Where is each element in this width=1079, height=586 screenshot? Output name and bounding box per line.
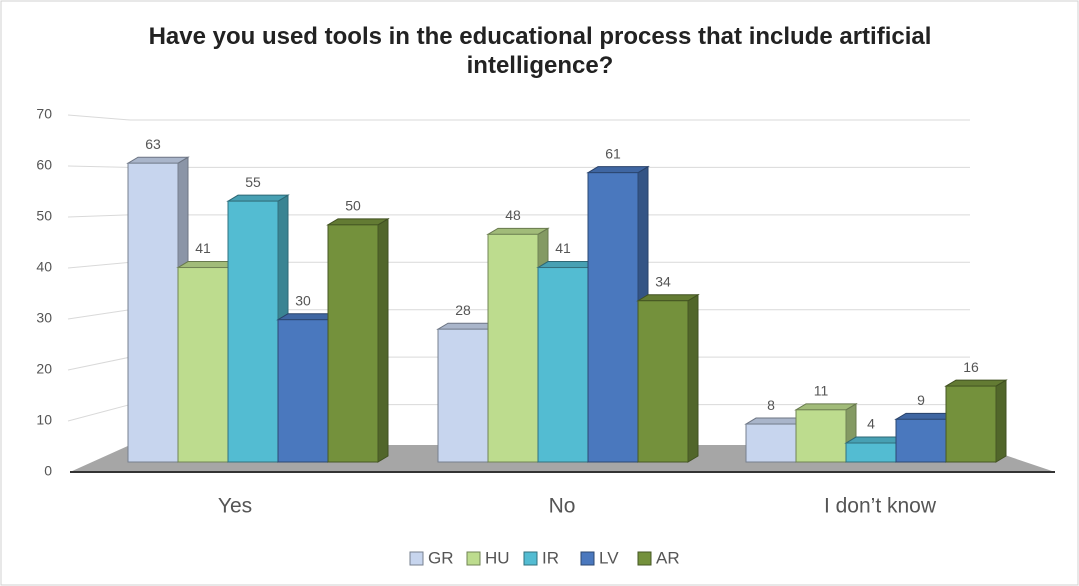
data-label: 4	[867, 416, 875, 432]
y-tick-label: 50	[36, 208, 52, 224]
legend-label: HU	[485, 548, 510, 567]
data-label: 11	[814, 383, 829, 399]
y-tick-label: 10	[36, 412, 52, 428]
grid-line	[67, 165, 131, 168]
bar	[895, 418, 947, 463]
data-label: 48	[505, 207, 521, 223]
legend-swatch	[580, 551, 595, 566]
bar	[945, 385, 997, 463]
x-tick-label: Yes	[218, 495, 252, 518]
grid-line	[67, 261, 131, 269]
bar-top	[126, 156, 190, 164]
y-tick-label: 70	[36, 106, 52, 122]
bar	[487, 233, 539, 463]
bar-side	[995, 379, 1007, 463]
bar	[437, 328, 489, 463]
bar-top	[326, 218, 390, 226]
bar-side	[377, 217, 389, 463]
grid-line	[67, 404, 131, 422]
bar-top	[794, 403, 858, 411]
bar	[177, 267, 229, 463]
y-tick-label: 60	[36, 157, 52, 173]
bar	[127, 162, 179, 463]
bar	[745, 423, 797, 463]
bar	[537, 267, 589, 463]
bar	[637, 300, 689, 463]
data-label: 9	[917, 392, 925, 408]
bar	[587, 172, 639, 463]
data-label: 55	[245, 174, 261, 190]
data-label: 8	[767, 397, 775, 413]
legend-label: LV	[599, 548, 619, 567]
x-tick-label: No	[549, 495, 576, 518]
data-label: 16	[963, 359, 979, 375]
bar-top	[636, 294, 700, 302]
legend-swatch	[409, 551, 424, 566]
bar	[845, 442, 897, 463]
data-label: 50	[345, 198, 361, 214]
grid-line	[67, 356, 131, 371]
bar	[795, 409, 847, 463]
y-tick-label: 30	[36, 310, 52, 326]
data-label: 28	[455, 302, 471, 318]
grid-line	[67, 114, 131, 121]
data-label: 30	[295, 292, 311, 308]
bar-top	[486, 227, 550, 235]
data-label: 63	[145, 136, 161, 152]
chart-title: Have you used tools in the educational p…	[148, 23, 932, 79]
bar-top	[226, 194, 290, 202]
legend-label: AR	[656, 548, 680, 567]
legend-swatch	[637, 551, 652, 566]
x-tick-label: I don’t know	[824, 495, 937, 518]
legend-swatch	[523, 551, 538, 566]
bar-top	[586, 166, 650, 174]
grid-line	[67, 214, 131, 218]
y-tick-label: 40	[36, 259, 52, 275]
bar	[227, 200, 279, 463]
y-tick-label: 20	[36, 361, 52, 377]
legend-swatch	[466, 551, 481, 566]
grid-line	[67, 309, 131, 320]
bar	[277, 319, 329, 463]
bar-top	[944, 379, 1008, 387]
bar	[327, 224, 379, 463]
legend-label: GR	[428, 548, 454, 567]
bar-side	[687, 293, 699, 463]
y-tick-label: 0	[44, 463, 52, 479]
data-label: 61	[605, 145, 621, 161]
data-label: 41	[555, 240, 571, 256]
data-label: 41	[195, 240, 211, 256]
legend-label: IR	[542, 548, 559, 567]
data-label: 34	[655, 273, 671, 289]
